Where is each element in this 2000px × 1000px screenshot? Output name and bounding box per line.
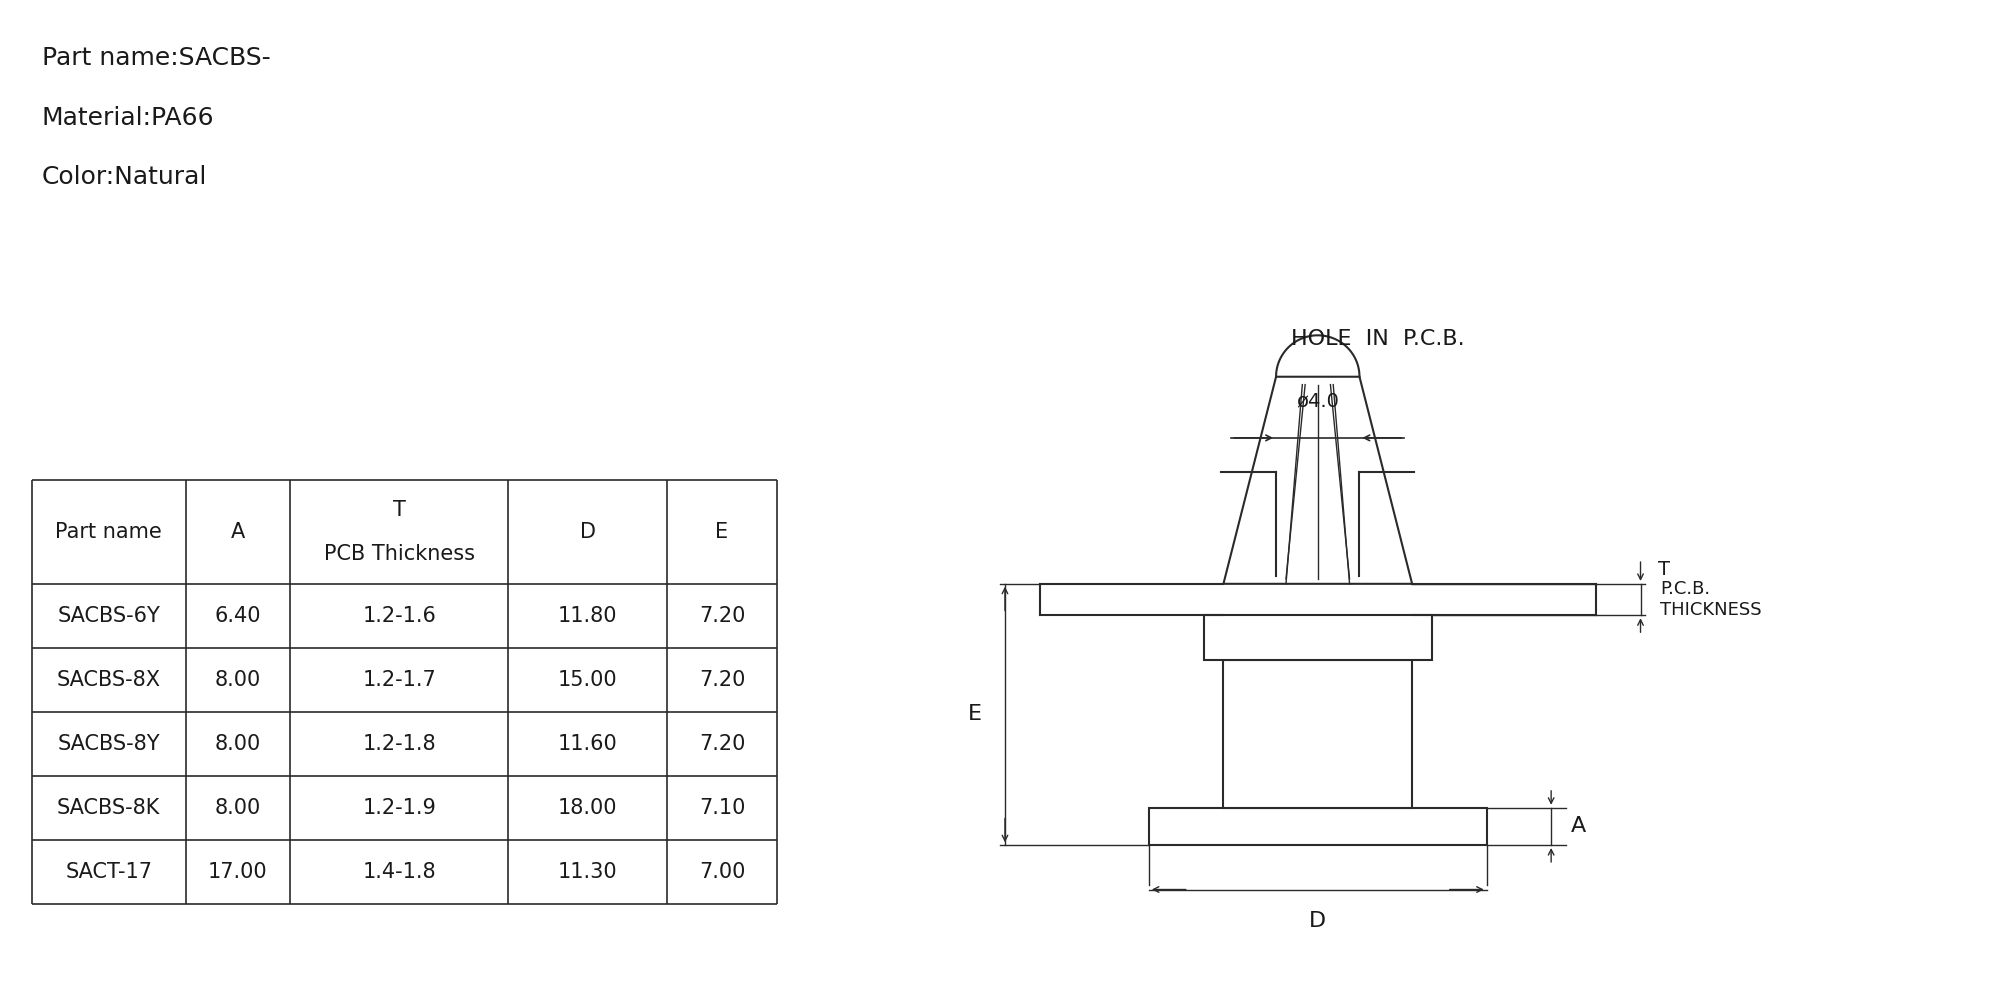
Text: 7.20: 7.20 <box>698 606 746 626</box>
Text: 18.00: 18.00 <box>558 798 618 818</box>
Text: 1.2-1.8: 1.2-1.8 <box>362 734 436 754</box>
Text: Material:PA66: Material:PA66 <box>42 106 214 130</box>
Text: 7.00: 7.00 <box>698 862 746 882</box>
Text: 7.20: 7.20 <box>698 670 746 690</box>
Text: 17.00: 17.00 <box>208 862 268 882</box>
Text: HOLE  IN  P.C.B.: HOLE IN P.C.B. <box>1290 329 1464 349</box>
Bar <box>1148 808 1486 845</box>
Text: D: D <box>580 522 596 542</box>
Text: Part name:SACBS-: Part name:SACBS- <box>42 46 270 70</box>
Text: T: T <box>392 500 406 520</box>
Text: SACT-17: SACT-17 <box>66 862 152 882</box>
Text: SACBS-6Y: SACBS-6Y <box>58 606 160 626</box>
Bar <box>1224 660 1412 808</box>
Text: P.C.B.
THICKNESS: P.C.B. THICKNESS <box>1660 580 1762 619</box>
Text: Color:Natural: Color:Natural <box>42 165 208 189</box>
Text: E: E <box>968 704 982 724</box>
Text: 1.4-1.8: 1.4-1.8 <box>362 862 436 882</box>
Text: 6.40: 6.40 <box>214 606 262 626</box>
Text: 7.10: 7.10 <box>698 798 746 818</box>
Text: 8.00: 8.00 <box>214 798 260 818</box>
Text: A: A <box>1572 816 1586 836</box>
Text: SACBS-8Y: SACBS-8Y <box>58 734 160 754</box>
Polygon shape <box>1224 377 1412 584</box>
Text: 1.2-1.9: 1.2-1.9 <box>362 798 436 818</box>
Text: 15.00: 15.00 <box>558 670 618 690</box>
Text: ø4.0: ø4.0 <box>1296 391 1340 410</box>
Text: T: T <box>1658 560 1670 579</box>
Text: E: E <box>716 522 728 542</box>
Text: 11.80: 11.80 <box>558 606 618 626</box>
Text: 11.60: 11.60 <box>558 734 618 754</box>
Text: 11.30: 11.30 <box>558 862 618 882</box>
Text: 1.2-1.7: 1.2-1.7 <box>362 670 436 690</box>
Bar <box>1204 615 1432 660</box>
Text: PCB Thickness: PCB Thickness <box>324 544 474 564</box>
Text: SACBS-8X: SACBS-8X <box>56 670 160 690</box>
Text: 8.00: 8.00 <box>214 734 260 754</box>
Text: 1.2-1.6: 1.2-1.6 <box>362 606 436 626</box>
Text: 8.00: 8.00 <box>214 670 260 690</box>
Text: D: D <box>1310 911 1326 931</box>
Text: Part name: Part name <box>56 522 162 542</box>
Text: SACBS-8K: SACBS-8K <box>58 798 160 818</box>
Text: 7.20: 7.20 <box>698 734 746 754</box>
Text: A: A <box>230 522 244 542</box>
